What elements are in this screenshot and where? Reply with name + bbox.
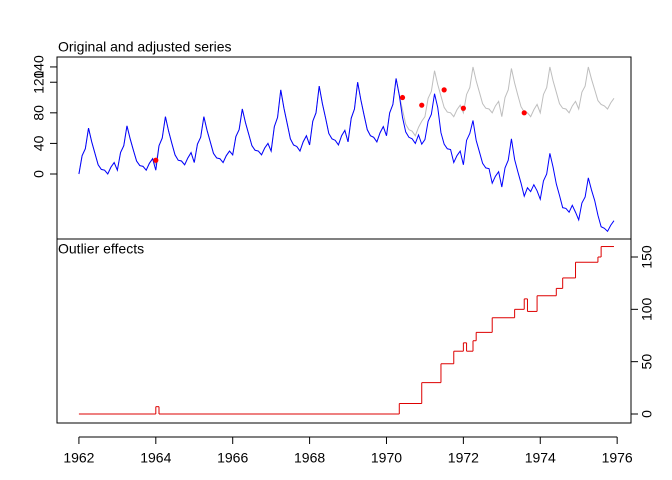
outlier-point: [153, 157, 159, 163]
outlier-point: [441, 87, 447, 93]
outlier-point: [419, 102, 425, 108]
y-tick-label: 120: [31, 70, 47, 94]
x-tick-label: 1970: [371, 450, 402, 466]
series-line: [78, 78, 615, 233]
x-tick-label: 1966: [217, 450, 248, 466]
x-tick-label: 1976: [602, 450, 633, 466]
y-tick-label: 150: [639, 245, 655, 269]
bottom-panel-frame: [56, 238, 632, 424]
x-tick-label: 1964: [140, 450, 171, 466]
y-tick-label: 0: [639, 410, 655, 418]
x-tick-label: 1974: [525, 450, 556, 466]
y-tick-label: 40: [31, 135, 47, 151]
y-tick-label: 140: [31, 55, 47, 79]
y-tick-label: 0: [31, 170, 47, 178]
outlier-point: [399, 94, 406, 101]
x-tick-label: 1972: [448, 450, 479, 466]
outlier-point: [460, 105, 466, 111]
x-tick-label: 1968: [294, 450, 325, 466]
outlier-point: [521, 110, 527, 116]
x-tick-label: 1962: [63, 450, 94, 466]
y-tick-label: 80: [31, 105, 47, 121]
top-title: Original and adjusted series: [58, 39, 232, 55]
y-tick-label: 50: [639, 354, 655, 370]
y-tick-label: 100: [639, 297, 655, 321]
bottom-title: Outlier effects: [58, 241, 144, 257]
series-line: [78, 66, 615, 175]
top-panel-frame: [56, 56, 632, 240]
